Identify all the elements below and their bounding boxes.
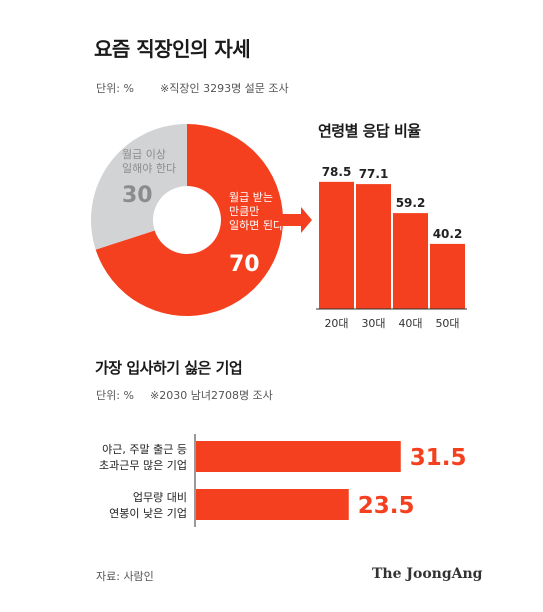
company-bar-value-label: 23.5 — [358, 493, 415, 519]
company-bar — [196, 441, 401, 472]
company-bar-value-label: 31.5 — [410, 445, 467, 471]
donut-slice-label: 월급 받는 — [229, 191, 273, 204]
donut-slice — [91, 124, 187, 250]
age-bar — [393, 213, 428, 309]
company-unit-label: 단위: % — [96, 389, 134, 402]
donut-slice-value: 30 — [122, 183, 153, 208]
age-bar-value-label: 40.2 — [433, 227, 463, 241]
age-bar — [430, 243, 465, 309]
company-bar — [196, 489, 349, 520]
page-title: 요즘 직장인의 자세 — [94, 37, 251, 61]
company-bar-category-label: 야근, 주말 출근 등 — [102, 443, 187, 456]
survey-note: ※직장인 3293명 설문 조사 — [160, 82, 289, 95]
donut-slice-label: 만큼만 — [229, 205, 259, 218]
unit-label: 단위: % — [96, 82, 134, 95]
donut-slice-value: 70 — [229, 252, 260, 277]
age-bar-value-label: 77.1 — [359, 167, 389, 181]
age-bar-value-label: 59.2 — [396, 196, 426, 210]
arrow-icon — [279, 207, 312, 233]
source-note: 자료: 사람인 — [96, 570, 154, 583]
age-bar-chart: 78.5 20대 77.1 30대 59.2 40대 40.2 50대 — [316, 165, 467, 330]
age-category-label: 40대 — [398, 317, 422, 330]
donut-slice — [95, 124, 283, 316]
age-bar — [356, 184, 391, 309]
age-category-label: 30대 — [361, 317, 385, 330]
company-chart-title: 가장 입사하기 싫은 기업 — [95, 359, 243, 377]
age-category-label: 20대 — [324, 317, 348, 330]
publisher-logo: The JoongAng — [372, 566, 483, 582]
donut-slice-label: 일해야 한다 — [122, 161, 176, 175]
donut-slice-label: 월급 이상 — [122, 148, 166, 161]
age-chart-title: 연령별 응답 비율 — [318, 122, 421, 140]
company-survey-note: ※2030 남녀2708명 조사 — [150, 389, 273, 402]
donut-slice-label: 일하면 된다 — [229, 218, 283, 232]
age-bar — [319, 181, 354, 309]
age-bar-value-label: 78.5 — [322, 165, 352, 179]
company-bar-category-label: 연봉이 낮은 기업 — [109, 507, 187, 520]
age-category-label: 50대 — [435, 317, 459, 330]
company-bar-category-label: 초과근무 많은 기업 — [99, 459, 187, 472]
company-bar-category-label: 업무량 대비 — [133, 491, 187, 504]
